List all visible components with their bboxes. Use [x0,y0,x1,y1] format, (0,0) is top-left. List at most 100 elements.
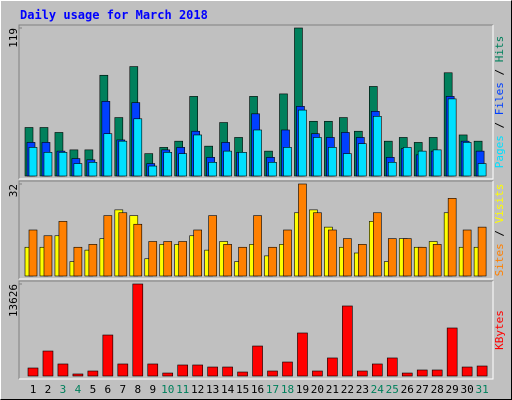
bar [283,147,292,177]
bar [223,244,232,277]
x-tick-label: 23 [356,383,369,396]
bar [163,241,173,277]
bar [43,152,53,177]
legend-separator: / [493,223,506,243]
panel-shadow [18,280,493,379]
bar [57,363,69,377]
bar [162,372,174,377]
bar [282,361,293,377]
bar [42,350,54,377]
legend-entry: KBytes [493,310,506,350]
bar [358,244,367,277]
bar [238,152,247,177]
legend-entry: Visits [493,184,506,224]
bar [117,363,129,377]
bar [253,215,262,277]
bar [222,366,233,377]
x-tick-label: 9 [149,383,156,396]
x-tick-label: 11 [176,383,189,396]
bar [58,221,68,277]
bar [208,162,217,177]
bar [477,163,487,177]
x-tick-label: 14 [221,383,235,396]
bar [87,370,99,377]
bar [416,369,428,377]
bar [343,238,352,277]
bar [192,364,203,377]
bar [88,244,98,277]
bar [193,229,202,277]
bar [432,149,442,177]
x-tick-label: 27 [416,383,429,396]
bar [283,229,292,277]
x-tick-label: 13 [206,383,219,396]
bar [372,363,383,377]
bar [253,129,262,177]
bar [133,118,143,177]
panel-light [19,181,494,280]
bar [327,357,338,377]
x-tick-label: 18 [281,383,294,396]
bar [476,365,488,377]
bar [133,223,143,277]
bar [267,370,278,377]
x-tick-label: 19 [296,383,309,396]
bar [252,345,263,377]
panel-shadow [18,180,493,279]
bar [208,215,217,277]
x-tick-label: 7 [120,383,127,396]
bar [417,150,427,177]
bar [27,367,39,377]
bar [477,226,487,277]
bar [298,183,307,277]
bar [446,327,458,377]
legend-entry: Files [493,82,506,115]
x-tick-label: 21 [326,383,339,396]
x-tick-label: 26 [401,383,414,396]
bar [147,363,159,377]
chart-title: Daily usage for March 2018 [20,8,208,22]
bar [447,198,457,277]
bar [462,142,472,177]
y-tick-label: 32 [7,184,20,197]
bar [58,152,68,177]
x-tick-label: 28 [431,383,444,396]
x-tick-label: 30 [461,383,474,396]
x-tick-label: 29 [446,383,459,396]
x-tick-label: 24 [371,383,385,396]
x-tick-label: 2 [45,383,52,396]
bar [148,241,158,277]
bar [178,241,187,277]
x-tick-label: 8 [134,383,141,396]
bar [207,366,218,377]
bar [118,140,128,177]
legend-entry: Pages [493,135,506,168]
panel-light [19,281,494,380]
legend: Sites / Visits [493,184,506,277]
bar [148,165,158,177]
bar [298,109,307,177]
x-tick-label: 20 [311,383,324,396]
legend-separator: / [493,62,506,82]
bar [342,305,353,377]
bar [373,116,382,177]
bar [102,334,114,377]
legend-separator: / [493,115,506,135]
x-tick-label: 3 [60,383,67,396]
bar [118,212,128,277]
panel-light [19,25,494,180]
bar [462,229,472,277]
bar [312,370,323,377]
x-tick-label: 1 [30,383,37,396]
bar [223,150,232,177]
bar [237,371,248,377]
bar [72,373,84,377]
bar [163,152,173,177]
x-tick-label: 12 [191,383,204,396]
bar [357,370,368,377]
bar [178,153,187,177]
bar [268,162,277,177]
bar [73,246,83,277]
